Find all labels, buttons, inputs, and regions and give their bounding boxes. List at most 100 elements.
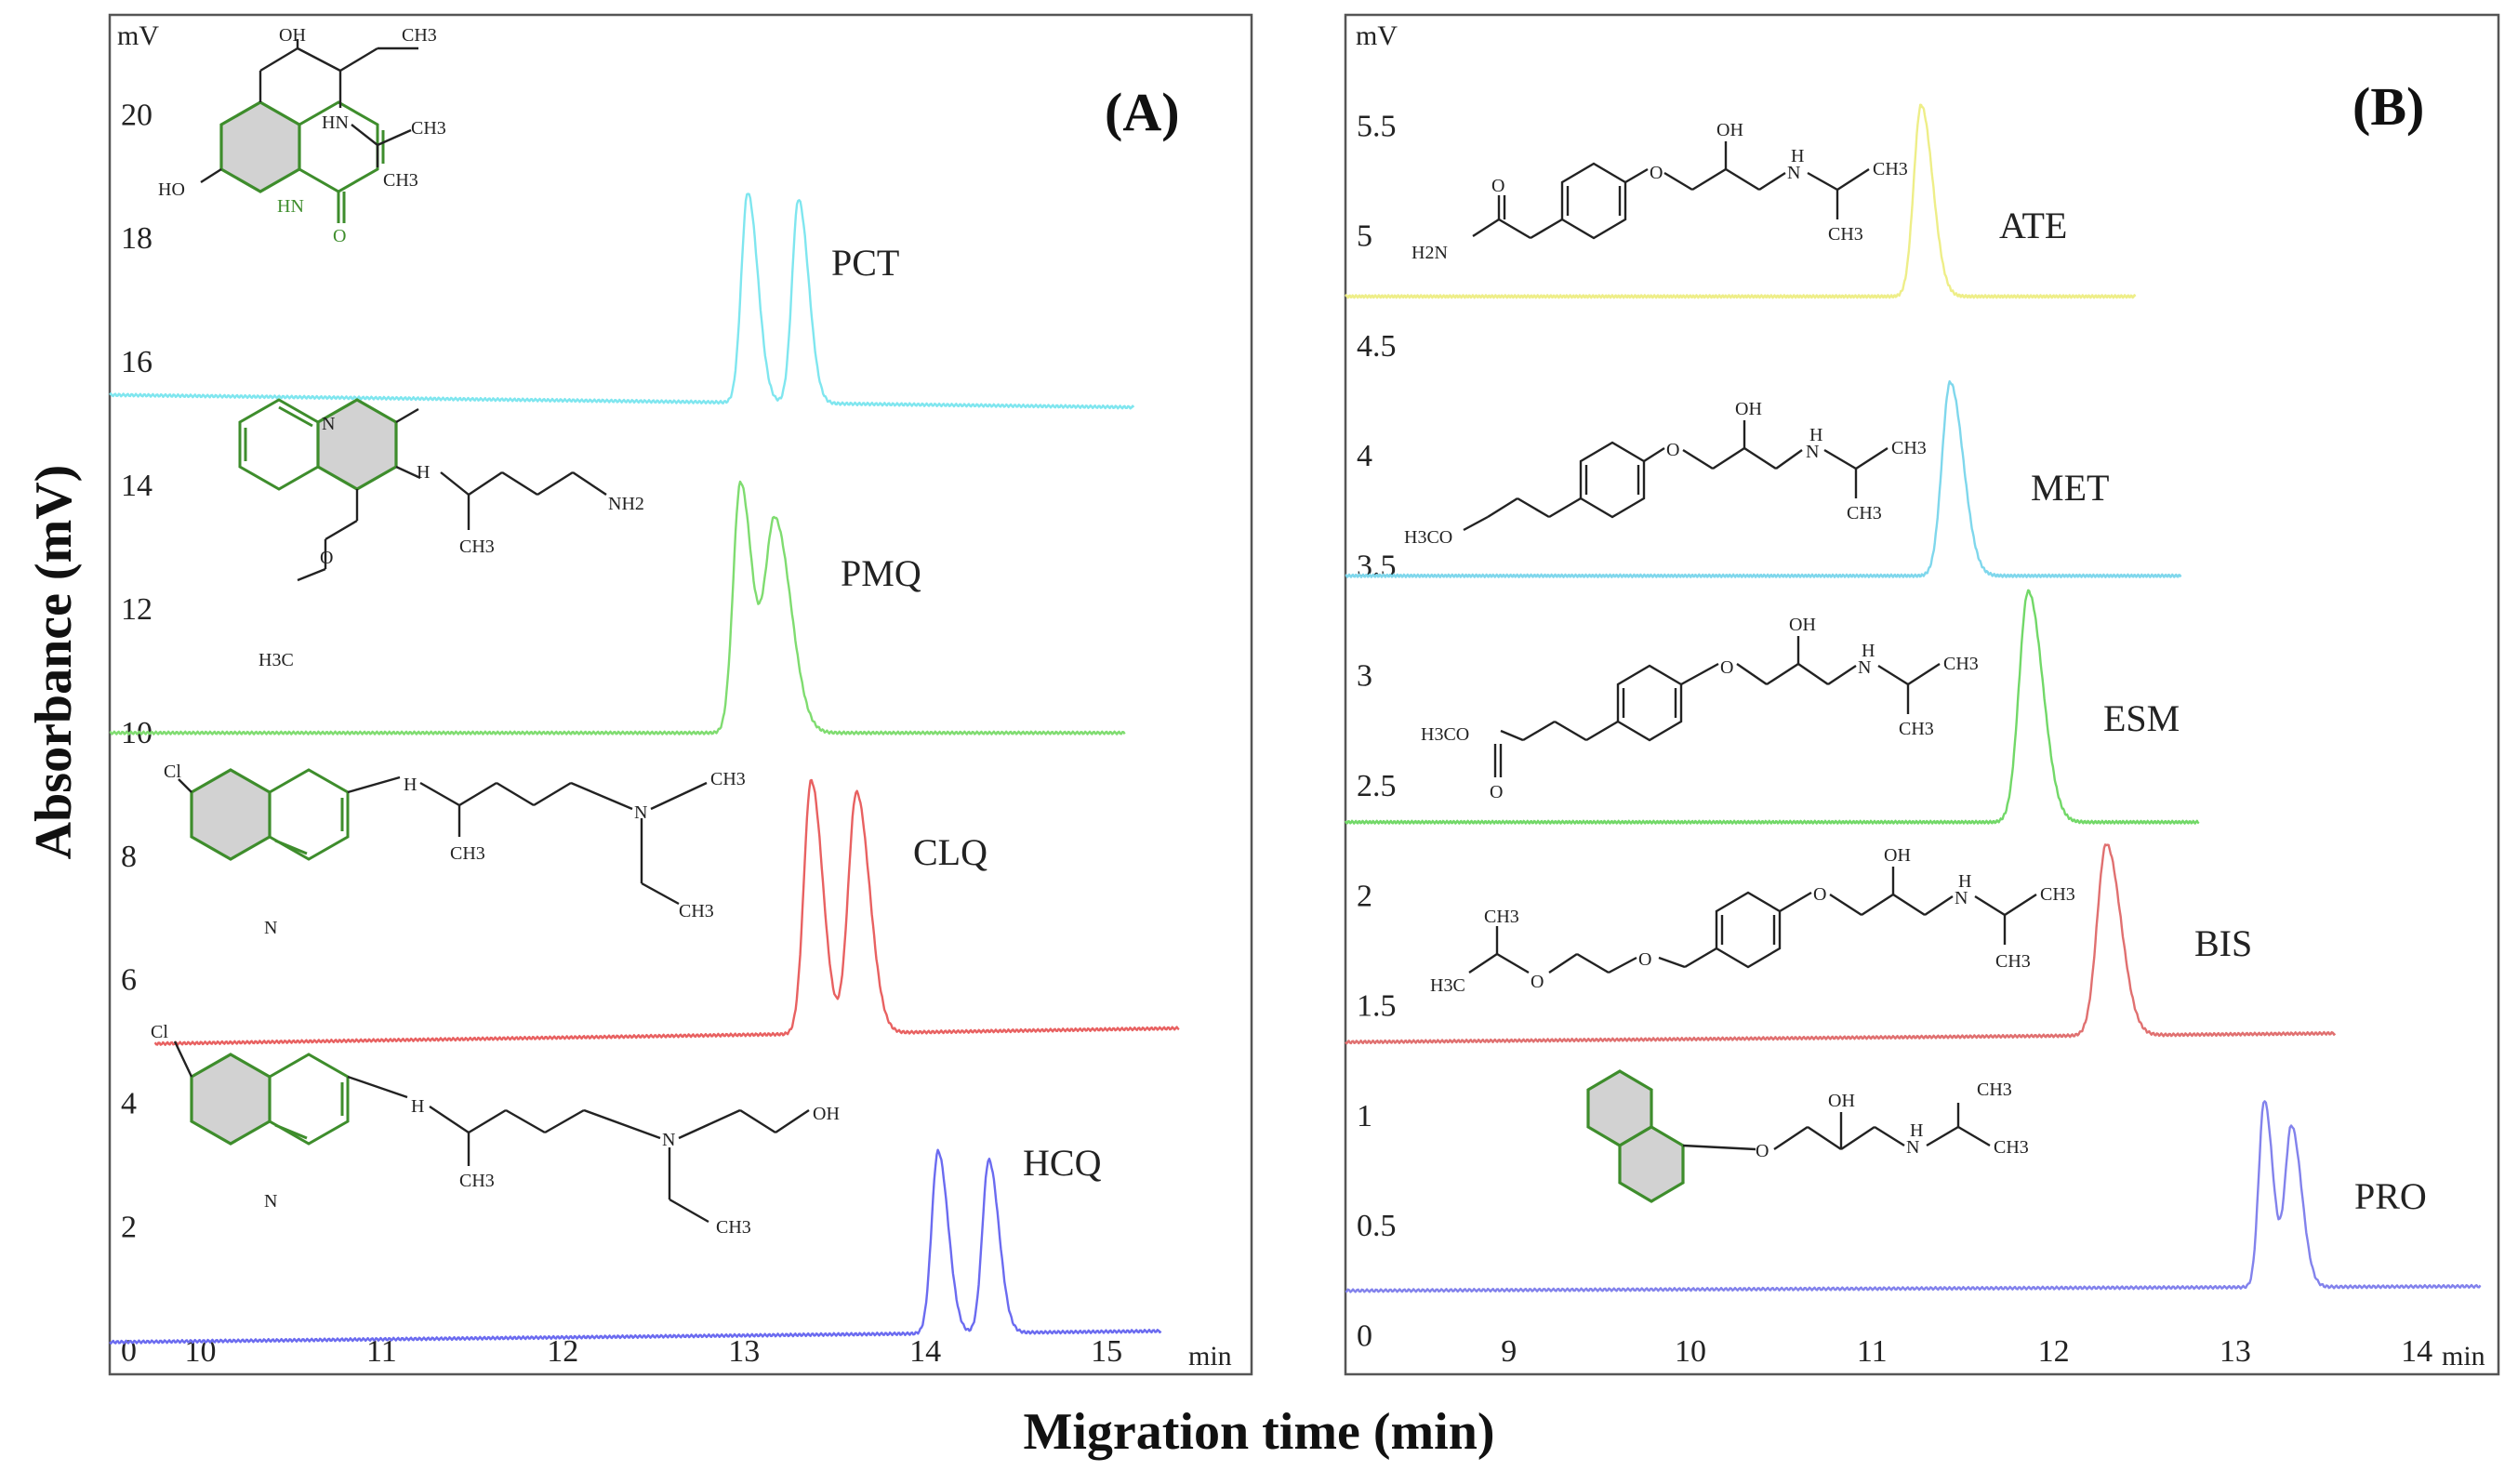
y-tick-label: 6 [121,963,137,998]
trace-ate [1344,103,2137,299]
panel-b-label: (B) [2352,76,2424,137]
svg-text:CH3: CH3 [679,901,714,921]
y-tick-label: 1.5 [1357,989,1397,1024]
panel-b-frame [1344,13,2500,1376]
svg-text:OH: OH [1789,615,1816,635]
svg-text:CH3: CH3 [450,843,485,864]
panel-b-y-unit: mV [1356,20,1398,51]
panel-b-traces [1344,103,2482,1293]
label-ate: ATE [1999,205,2067,246]
svg-text:H: H [1809,425,1822,445]
svg-text:HN: HN [277,196,304,217]
svg-text:CH3: CH3 [1484,907,1519,927]
svg-text:O: O [1491,176,1504,196]
svg-text:O: O [1650,163,1663,183]
svg-text:N: N [634,802,647,823]
y-tick-label: 14 [121,469,152,503]
svg-text:O: O [1720,657,1733,678]
trace-met [1345,379,2182,578]
y-tick-label: 0 [121,1333,137,1368]
svg-text:CH3: CH3 [2040,884,2075,905]
svg-text:N: N [1858,657,1871,678]
y-tick-label: 8 [121,840,137,874]
x-tick-label: 11 [1857,1334,1888,1369]
svg-text:CH3: CH3 [1977,1080,2012,1100]
y-tick-label: 18 [121,221,152,256]
structure-clq: Cl N H CH3 N CH3 CH3 [164,762,746,938]
y-tick-label: 5 [1357,219,1372,254]
y-tick-label: 0.5 [1357,1209,1397,1243]
svg-text:CH3: CH3 [383,170,418,191]
y-tick-label: 3 [1357,659,1372,694]
structure-pmq: N H NH2 CH3 O H3C [238,398,644,670]
svg-text:CH3: CH3 [402,25,437,46]
svg-text:HN: HN [322,113,349,133]
panel-a-y-unit: mV [117,20,159,51]
label-clq: CLQ [913,831,987,873]
svg-text:N: N [1955,888,1968,908]
x-tick-label: 13 [728,1334,760,1369]
x-tick-label: 12 [547,1334,578,1369]
svg-text:O: O [320,548,333,568]
svg-text:OH: OH [279,25,306,46]
svg-text:H: H [404,775,417,795]
svg-text:H: H [417,462,430,483]
panel-a-label: (A) [1105,82,1180,142]
trace-bis [1345,843,2337,1045]
svg-text:O: O [1756,1141,1769,1161]
svg-text:NH2: NH2 [608,494,644,514]
structure-pct: OH CH3 HO HN CH3 CH3 HN O [158,25,446,246]
svg-text:Cl: Cl [164,762,181,782]
y-tick-label: 16 [121,345,152,379]
label-esm: ESM [2103,697,2180,739]
svg-text:N: N [1787,163,1800,183]
structure-met: O OH N H CH3 CH3 H3CO [1404,399,1927,548]
svg-text:N: N [322,414,335,434]
svg-text:OH: OH [1828,1091,1855,1111]
svg-text:H: H [1862,641,1875,661]
svg-text:N: N [264,1191,277,1212]
svg-text:CH3: CH3 [1891,438,1927,458]
svg-text:O: O [333,226,346,246]
svg-text:OH: OH [1884,845,1911,866]
label-bis: BIS [2194,922,2252,964]
svg-text:CH3: CH3 [1847,503,1882,523]
y-tick-label: 2 [121,1211,137,1245]
y-tick-label: 1 [1357,1099,1372,1133]
svg-text:H3CO: H3CO [1404,527,1452,548]
x-tick-label: 10 [1675,1334,1706,1369]
svg-text:CH3: CH3 [1994,1137,2029,1158]
structure-pro: OH O N H CH3 CH3 [1586,1069,2029,1203]
trace-pro [1345,1100,2482,1293]
label-hcq: HCQ [1023,1142,1102,1184]
x-tick-label: 14 [2401,1334,2432,1369]
x-tick-label: 12 [2038,1334,2070,1369]
label-pmq: PMQ [841,552,921,594]
trace-esm [1344,589,2200,825]
svg-text:N: N [264,918,277,938]
structure-hcq: Cl N H CH3 N OH CH3 [151,1022,840,1238]
svg-text:CH3: CH3 [1943,654,1979,674]
svg-text:OH: OH [1735,399,1762,419]
y-tick-label: 4.5 [1357,329,1397,364]
svg-text:Cl: Cl [151,1022,168,1042]
trace-pmq [109,480,1126,735]
svg-text:O: O [1531,972,1544,992]
structure-esm: O OH N H CH3 CH3 H3CO O [1421,615,1979,802]
label-met: MET [2031,467,2109,509]
svg-text:H: H [1791,146,1804,166]
y-tick-label: 4 [121,1087,137,1121]
svg-text:CH3: CH3 [710,769,746,789]
x-tick-label: 13 [2220,1334,2251,1369]
label-pro: PRO [2354,1175,2427,1217]
trace-clq [153,778,1180,1046]
y-tick-label: 12 [121,592,152,627]
svg-text:O: O [1666,440,1679,460]
structure-ate: O OH N H CH3 CH3 O H2N [1411,120,1908,263]
svg-text:HO: HO [158,179,185,200]
svg-text:CH3: CH3 [1873,159,1908,179]
y-tick-label: 5.5 [1357,109,1397,143]
structure-bis: CH3 H3C O O O OH N H CH3 CH3 [1430,845,2075,996]
